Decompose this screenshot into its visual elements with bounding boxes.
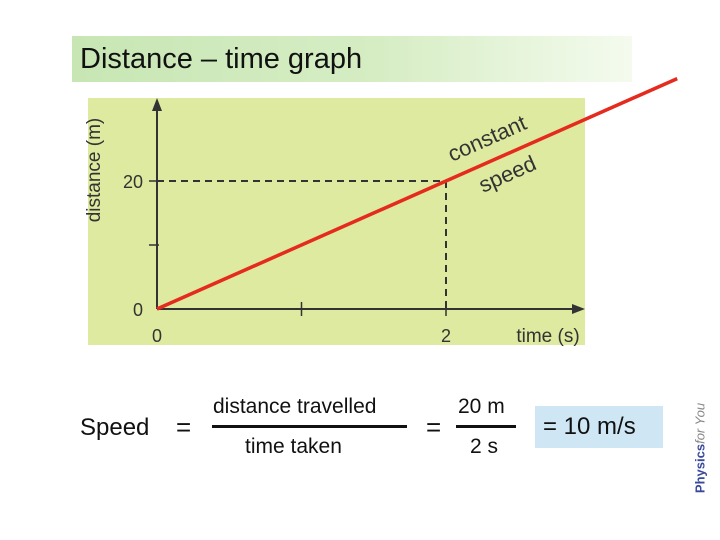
logo-main: Physics [692,443,708,494]
y-axis-arrow [152,98,162,111]
speed-label: Speed [80,414,150,441]
equals-sign-2: = [426,412,442,442]
x-tick-label: 2 [441,326,451,346]
physics-for-you-logo: Physicsfor You [690,402,710,494]
numerator-text: distance travelled [213,395,377,418]
equals-sign-1: = [176,412,192,442]
title-banner: Distance – time graph [72,36,632,82]
y-axis-label: distance (m) [84,118,105,223]
numerator-value: 20 m [458,395,505,418]
logo-rest: for You [692,402,708,444]
distance-line [156,76,678,311]
page-title: Distance – time graph [80,43,363,75]
x-tick-label: 0 [152,326,162,346]
denominator-value: 2 s [470,435,499,458]
denominator-text: time taken [245,435,342,458]
y-tick-label: 20 [123,172,143,192]
x-axis-label: time (s) [516,326,579,347]
y-tick-label: 0 [133,300,143,320]
fraction-bar-2 [456,425,516,428]
result-text: = 10 m/s [543,413,636,440]
fraction-bar [212,425,407,428]
result-box: = 10 m/s [535,406,663,448]
x-axis-arrow [572,304,585,314]
